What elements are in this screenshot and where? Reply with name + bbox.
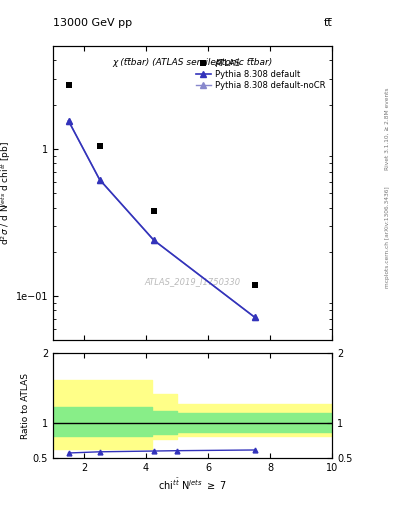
Line: ATLAS: ATLAS: [65, 82, 258, 288]
Text: 13000 GeV pp: 13000 GeV pp: [53, 18, 132, 28]
ATLAS: [151, 208, 156, 214]
Pythia 8.308 default: [151, 237, 156, 243]
Pythia 8.308 default: [252, 314, 257, 320]
ATLAS: [252, 282, 257, 288]
Line: Pythia 8.308 default-noCR: Pythia 8.308 default-noCR: [66, 118, 257, 320]
Pythia 8.308 default-noCR: [151, 237, 156, 243]
Pythia 8.308 default-noCR: [66, 118, 71, 124]
Line: Pythia 8.308 default: Pythia 8.308 default: [66, 118, 257, 320]
Text: Rivet 3.1.10, ≥ 2.8M events: Rivet 3.1.10, ≥ 2.8M events: [385, 87, 389, 170]
Text: mcplots.cern.ch [arXiv:1306.3436]: mcplots.cern.ch [arXiv:1306.3436]: [385, 186, 389, 288]
ATLAS: [66, 82, 71, 89]
Legend: ATLAS, Pythia 8.308 default, Pythia 8.308 default-noCR: ATLAS, Pythia 8.308 default, Pythia 8.30…: [193, 56, 328, 92]
Pythia 8.308 default: [97, 177, 102, 183]
Text: ATLAS_2019_I1750330: ATLAS_2019_I1750330: [145, 277, 241, 286]
X-axis label: chi$^{t\bar{t}}$ N$^{jets}$ $\geq$ 7: chi$^{t\bar{t}}$ N$^{jets}$ $\geq$ 7: [158, 477, 227, 493]
Y-axis label: d$^{2}$$\sigma$ / d N$^{jets}$ d chi$^{t\bar{t}}$ [pb]: d$^{2}$$\sigma$ / d N$^{jets}$ d chi$^{t…: [0, 141, 13, 245]
Y-axis label: Ratio to ATLAS: Ratio to ATLAS: [21, 373, 30, 439]
Text: χ (tt̅bar) (ATLAS semileptonic tt̅bar): χ (tt̅bar) (ATLAS semileptonic tt̅bar): [112, 58, 273, 67]
Pythia 8.308 default-noCR: [252, 314, 257, 320]
ATLAS: [97, 143, 102, 149]
Pythia 8.308 default: [66, 118, 71, 124]
Text: tt̅: tt̅: [323, 18, 332, 28]
Pythia 8.308 default-noCR: [97, 177, 102, 183]
